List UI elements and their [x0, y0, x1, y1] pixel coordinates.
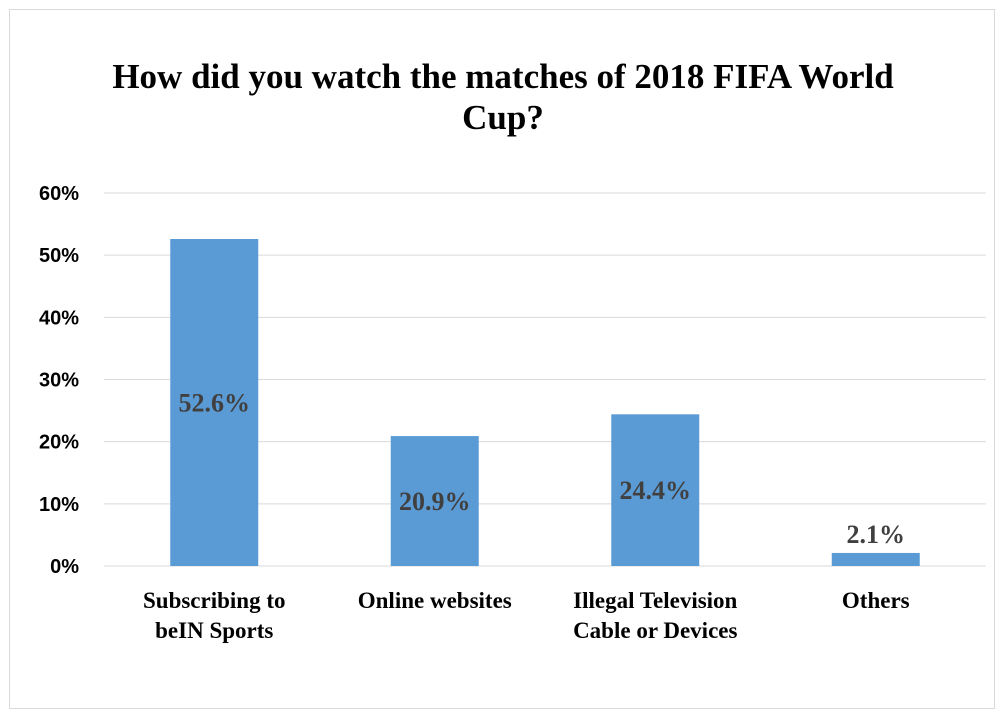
chart-title-line: Cup?: [462, 98, 544, 137]
x-tick-label: Subscribing to: [143, 588, 286, 613]
y-axis-tick-labels: 0% 10% 20% 30% 40% 50% 60%: [39, 183, 79, 578]
x-axis-tick-labels: Subscribing to beIN Sports Online websites…: [143, 588, 910, 643]
data-labels: 52.6% 20.9% 24.4% 2.1%: [179, 389, 906, 549]
x-tick-label: Online websites: [358, 588, 512, 613]
bar: [832, 553, 920, 566]
y-tick-label: 10%: [39, 494, 79, 516]
x-tick-label: Cable or Devices: [573, 618, 737, 643]
data-label: 2.1%: [847, 520, 906, 549]
data-label: 20.9%: [399, 487, 471, 516]
data-label: 52.6%: [179, 389, 251, 418]
y-tick-label: 40%: [39, 307, 79, 329]
y-tick-label: 20%: [39, 432, 79, 454]
x-tick-label: Illegal Television: [573, 588, 737, 613]
chart-title: How did you watch the matches of 2018 FI…: [112, 57, 894, 137]
y-tick-label: 0%: [50, 556, 79, 578]
x-tick-label: Others: [842, 588, 910, 613]
chart-title-line: How did you watch the matches of 2018 FI…: [112, 57, 894, 96]
y-tick-label: 30%: [39, 370, 79, 392]
y-tick-label: 60%: [39, 183, 79, 205]
bars: [170, 239, 920, 566]
x-tick-label: beIN Sports: [155, 618, 273, 643]
y-tick-label: 50%: [39, 245, 79, 267]
data-label: 24.4%: [620, 476, 692, 505]
